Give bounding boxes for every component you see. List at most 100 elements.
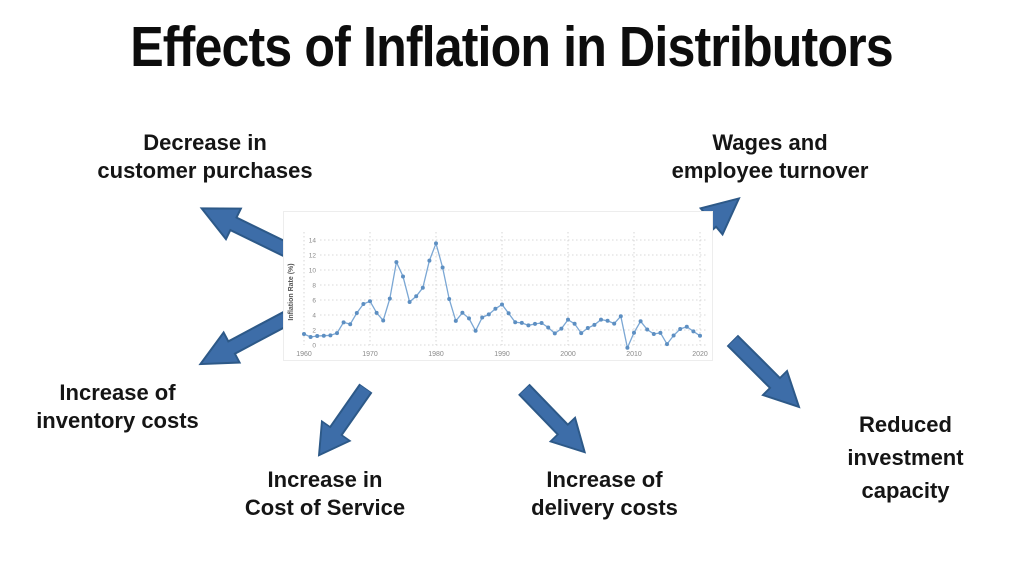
- data-point: [427, 258, 432, 263]
- data-point: [579, 331, 584, 336]
- data-point: [335, 331, 339, 336]
- label-line: Cost of Service: [244, 495, 406, 520]
- data-point: [651, 332, 656, 337]
- data-point: [348, 322, 353, 327]
- label-line: customer purchases: [97, 158, 313, 183]
- label-line: Increase of: [59, 380, 176, 405]
- data-point: [671, 333, 676, 338]
- y-tick-label: 4: [312, 313, 316, 320]
- data-point: [506, 311, 511, 316]
- data-point: [447, 297, 452, 302]
- data-point: [678, 327, 683, 332]
- data-point: [387, 296, 392, 301]
- label-line: Increase in: [267, 467, 383, 492]
- data-point: [618, 314, 623, 319]
- data-point: [434, 241, 438, 246]
- data-point: [368, 299, 372, 304]
- data-point: [493, 306, 498, 311]
- data-point: [605, 318, 610, 323]
- arrow-down-right-icon: [510, 375, 602, 468]
- data-point: [533, 321, 537, 326]
- line-chart-canvas: 0 2 4 6 8 10 12 14 1960 1970 1980 1990 2000 2010 2020 I…: [288, 232, 708, 358]
- data-point: [460, 310, 465, 315]
- data-point: [473, 328, 478, 333]
- data-point: [361, 302, 366, 307]
- x-tick-label: 1990: [494, 351, 510, 358]
- data-point: [328, 333, 333, 338]
- label-line: inventory costs: [36, 408, 199, 433]
- data-point: [467, 316, 471, 321]
- data-point: [440, 265, 445, 270]
- data-point: [453, 318, 458, 323]
- data-point: [665, 342, 669, 347]
- label-line: Increase of: [546, 467, 663, 492]
- data-point: [572, 321, 577, 326]
- label-decrease-customer-purchases: Decrease in customer purchases: [40, 129, 370, 185]
- arrow-down-left-icon: [188, 300, 297, 383]
- data-point: [500, 302, 504, 307]
- data-point: [315, 334, 320, 338]
- y-tick-label: 10: [309, 268, 317, 275]
- label-line: Wages and: [712, 130, 828, 155]
- label-line: delivery costs: [531, 495, 678, 520]
- y-tick-label: 14: [309, 238, 317, 245]
- data-point: [374, 310, 379, 315]
- data-point: [381, 318, 386, 323]
- y-tick-label: 0: [312, 343, 316, 350]
- data-point: [559, 326, 564, 331]
- data-point: [302, 332, 306, 337]
- data-point: [354, 310, 359, 315]
- x-tick-label: 2020: [692, 351, 708, 358]
- x-tick-label: 1980: [428, 351, 444, 358]
- data-point: [698, 333, 702, 338]
- data-point: [519, 320, 524, 325]
- data-point: [420, 285, 425, 290]
- label-increase-delivery-costs: Increase of delivery costs: [462, 466, 747, 522]
- data-point: [552, 331, 557, 336]
- arrow-down-left-icon: [301, 377, 383, 470]
- data-point: [486, 312, 491, 317]
- data-point: [321, 333, 326, 338]
- page-title: Effects of Inflation in Distributors: [130, 15, 893, 79]
- y-tick-label: 8: [312, 283, 316, 290]
- data-point: [308, 334, 313, 339]
- data-point: [625, 345, 630, 350]
- y-tick-label: 12: [309, 253, 317, 260]
- data-point: [546, 325, 551, 330]
- data-point: [480, 315, 485, 320]
- label-line: investment: [847, 445, 964, 470]
- data-point: [645, 327, 650, 332]
- x-tick-label: 1960: [296, 351, 312, 358]
- data-point: [585, 325, 590, 330]
- data-point: [414, 294, 419, 299]
- data-point: [638, 319, 643, 324]
- x-tick-label: 2000: [560, 351, 576, 358]
- label-line: employee turnover: [671, 158, 869, 183]
- data-point: [407, 299, 412, 304]
- data-point: [612, 321, 617, 326]
- y-axis-label: Inflation Rate (%): [288, 263, 295, 320]
- label-line: Reduced: [859, 412, 952, 437]
- label-wages-employee-turnover: Wages and employee turnover: [610, 129, 930, 185]
- data-point: [513, 320, 518, 325]
- label-line: Decrease in: [143, 130, 267, 155]
- data-point: [658, 330, 663, 335]
- inflation-rate-chart: 0 2 4 6 8 10 12 14 1960 1970 1980 1990 2000 2010 2020 I…: [283, 211, 713, 361]
- y-tick-label: 6: [312, 298, 316, 305]
- x-tick-label: 2010: [626, 351, 642, 358]
- data-point: [592, 322, 597, 327]
- data-point: [394, 260, 399, 265]
- data-point: [684, 324, 689, 329]
- label-increase-inventory-costs: Increase of inventory costs: [0, 379, 235, 435]
- data-point: [526, 323, 531, 328]
- data-point: [599, 317, 603, 322]
- data-point: [401, 274, 405, 279]
- data-point: [691, 329, 696, 334]
- data-point: [566, 317, 570, 322]
- data-point: [632, 330, 636, 335]
- label-line: capacity: [861, 478, 950, 503]
- label-reduced-investment-capacity: Reduced investment capacity: [798, 408, 1013, 507]
- y-tick-label: 2: [312, 328, 316, 335]
- label-increase-cost-of-service: Increase in Cost of Service: [185, 466, 465, 522]
